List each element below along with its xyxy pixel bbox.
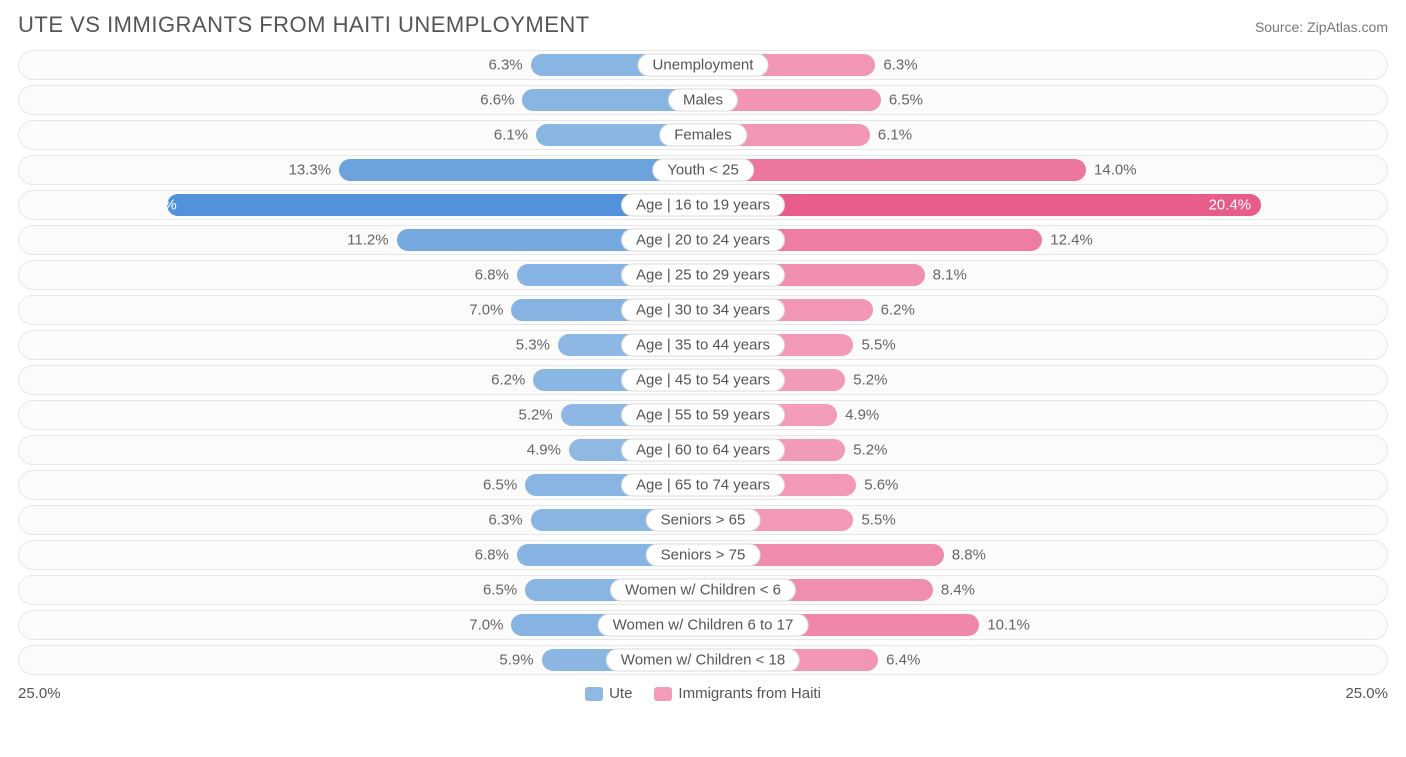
category-label: Age | 45 to 54 years bbox=[621, 369, 785, 392]
value-left: 6.6% bbox=[480, 92, 514, 109]
chart-row: 6.8% 8.8% Seniors > 75 bbox=[18, 540, 1388, 570]
chart-footer: 25.0% Ute Immigrants from Haiti 25.0% bbox=[18, 685, 1388, 702]
category-label: Age | 35 to 44 years bbox=[621, 334, 785, 357]
value-left: 19.6% bbox=[134, 197, 177, 214]
chart-row: 6.1% 6.1% Females bbox=[18, 120, 1388, 150]
value-left: 4.9% bbox=[527, 442, 561, 459]
chart-row: 6.3% 5.5% Seniors > 65 bbox=[18, 505, 1388, 535]
value-right: 10.1% bbox=[987, 617, 1030, 634]
chart-row: 6.5% 8.4% Women w/ Children < 6 bbox=[18, 575, 1388, 605]
legend-item-right: Immigrants from Haiti bbox=[654, 685, 821, 702]
value-right: 20.4% bbox=[1209, 197, 1252, 214]
legend-item-left: Ute bbox=[585, 685, 632, 702]
value-right: 6.2% bbox=[881, 302, 915, 319]
legend-label-right: Immigrants from Haiti bbox=[678, 685, 821, 702]
value-right: 5.5% bbox=[861, 512, 895, 529]
category-label: Age | 20 to 24 years bbox=[621, 229, 785, 252]
chart-row: 5.9% 6.4% Women w/ Children < 18 bbox=[18, 645, 1388, 675]
value-left: 6.5% bbox=[483, 582, 517, 599]
chart-row: 11.2% 12.4% Age | 20 to 24 years bbox=[18, 225, 1388, 255]
category-label: Age | 25 to 29 years bbox=[621, 264, 785, 287]
value-right: 8.1% bbox=[933, 267, 967, 284]
value-left: 5.9% bbox=[499, 652, 533, 669]
chart-row: 4.9% 5.2% Age | 60 to 64 years bbox=[18, 435, 1388, 465]
value-right: 8.8% bbox=[952, 547, 986, 564]
chart-row: 6.5% 5.6% Age | 65 to 74 years bbox=[18, 470, 1388, 500]
axis-max-left: 25.0% bbox=[18, 685, 61, 702]
category-label: Males bbox=[668, 89, 738, 112]
chart-row: 6.3% 6.3% Unemployment bbox=[18, 50, 1388, 80]
value-left: 5.2% bbox=[519, 407, 553, 424]
value-right: 4.9% bbox=[845, 407, 879, 424]
legend-swatch-right bbox=[654, 687, 672, 701]
chart-row: 13.3% 14.0% Youth < 25 bbox=[18, 155, 1388, 185]
bar-right bbox=[703, 194, 1261, 216]
category-label: Seniors > 65 bbox=[646, 509, 761, 532]
value-right: 6.4% bbox=[886, 652, 920, 669]
category-label: Women w/ Children < 6 bbox=[610, 579, 796, 602]
chart-row: 5.3% 5.5% Age | 35 to 44 years bbox=[18, 330, 1388, 360]
value-right: 12.4% bbox=[1050, 232, 1093, 249]
value-left: 6.3% bbox=[488, 57, 522, 74]
value-left: 5.3% bbox=[516, 337, 550, 354]
chart-row: 19.6% 20.4% Age | 16 to 19 years bbox=[18, 190, 1388, 220]
value-right: 6.3% bbox=[883, 57, 917, 74]
value-right: 6.5% bbox=[889, 92, 923, 109]
category-label: Age | 16 to 19 years bbox=[621, 194, 785, 217]
value-left: 6.8% bbox=[475, 267, 509, 284]
bar-right bbox=[703, 159, 1086, 181]
legend: Ute Immigrants from Haiti bbox=[585, 685, 821, 702]
legend-label-left: Ute bbox=[609, 685, 632, 702]
category-label: Age | 65 to 74 years bbox=[621, 474, 785, 497]
value-left: 6.2% bbox=[491, 372, 525, 389]
value-left: 6.3% bbox=[488, 512, 522, 529]
chart-row: 5.2% 4.9% Age | 55 to 59 years bbox=[18, 400, 1388, 430]
category-label: Youth < 25 bbox=[652, 159, 754, 182]
value-left: 6.5% bbox=[483, 477, 517, 494]
value-left: 6.1% bbox=[494, 127, 528, 144]
value-right: 5.6% bbox=[864, 477, 898, 494]
chart-header: UTE VS IMMIGRANTS FROM HAITI UNEMPLOYMEN… bbox=[18, 12, 1388, 38]
value-right: 8.4% bbox=[941, 582, 975, 599]
bar-left bbox=[339, 159, 703, 181]
value-left: 13.3% bbox=[289, 162, 332, 179]
chart-row: 7.0% 10.1% Women w/ Children 6 to 17 bbox=[18, 610, 1388, 640]
value-right: 6.1% bbox=[878, 127, 912, 144]
value-left: 7.0% bbox=[469, 302, 503, 319]
category-label: Females bbox=[659, 124, 747, 147]
value-right: 5.2% bbox=[853, 442, 887, 459]
category-label: Seniors > 75 bbox=[646, 544, 761, 567]
value-left: 11.2% bbox=[347, 232, 388, 249]
chart-source: Source: ZipAtlas.com bbox=[1255, 19, 1388, 35]
category-label: Women w/ Children 6 to 17 bbox=[598, 614, 809, 637]
chart-row: 6.2% 5.2% Age | 45 to 54 years bbox=[18, 365, 1388, 395]
category-label: Unemployment bbox=[638, 54, 769, 77]
category-label: Age | 60 to 64 years bbox=[621, 439, 785, 462]
category-label: Women w/ Children < 18 bbox=[606, 649, 800, 672]
axis-max-right: 25.0% bbox=[1345, 685, 1388, 702]
value-right: 5.2% bbox=[853, 372, 887, 389]
category-label: Age | 55 to 59 years bbox=[621, 404, 785, 427]
category-label: Age | 30 to 34 years bbox=[621, 299, 785, 322]
value-right: 14.0% bbox=[1094, 162, 1137, 179]
value-right: 5.5% bbox=[861, 337, 895, 354]
chart-row: 6.6% 6.5% Males bbox=[18, 85, 1388, 115]
chart-title: UTE VS IMMIGRANTS FROM HAITI UNEMPLOYMEN… bbox=[18, 12, 590, 38]
value-left: 7.0% bbox=[469, 617, 503, 634]
chart-row: 6.8% 8.1% Age | 25 to 29 years bbox=[18, 260, 1388, 290]
value-left: 6.8% bbox=[475, 547, 509, 564]
legend-swatch-left bbox=[585, 687, 603, 701]
diverging-bar-chart: 6.3%6.3%Unemployment6.6%6.5%Males6.1%6.1… bbox=[18, 50, 1388, 675]
chart-row: 7.0% 6.2% Age | 30 to 34 years bbox=[18, 295, 1388, 325]
